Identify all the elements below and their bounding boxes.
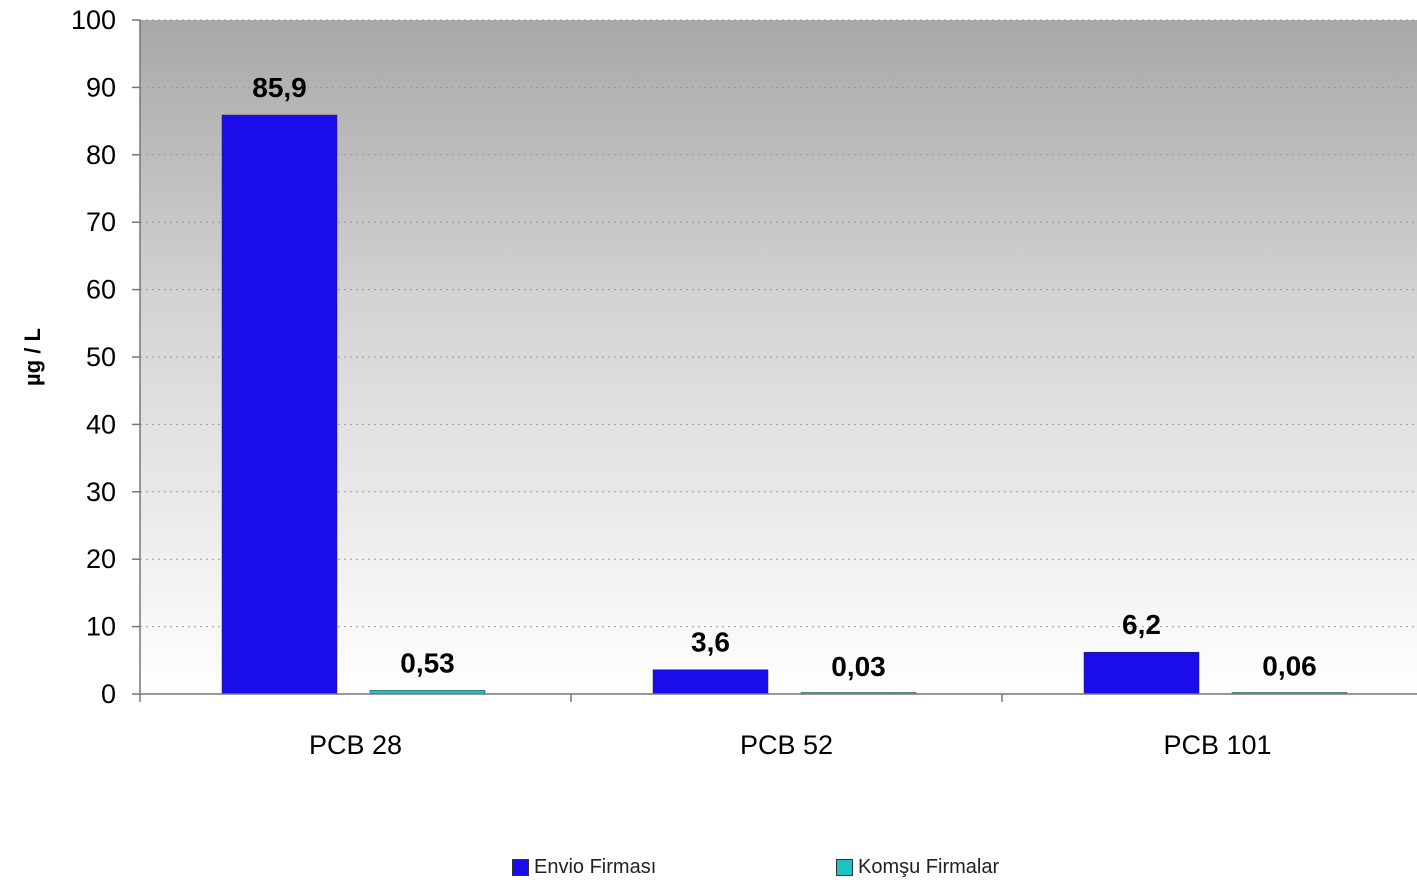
y-tick-label: 70 xyxy=(86,207,116,237)
y-tick-label: 10 xyxy=(86,612,116,642)
y-tick-label: 0 xyxy=(101,679,116,709)
data-label: 85,9 xyxy=(252,72,307,103)
y-tick-label: 100 xyxy=(71,5,116,35)
bars xyxy=(221,114,1348,695)
y-tick-label: 40 xyxy=(86,409,116,439)
y-tick-label: 50 xyxy=(86,342,116,372)
data-label: 6,2 xyxy=(1122,609,1161,640)
legend-swatch xyxy=(512,859,529,876)
legend-item-envio: Envio Firması xyxy=(512,856,656,879)
bar xyxy=(652,669,769,695)
legend-label: Komşu Firmalar xyxy=(858,856,1000,878)
y-tick-label: 20 xyxy=(86,544,116,574)
data-label: 0,03 xyxy=(831,651,886,682)
y-tick-label: 90 xyxy=(86,72,116,102)
y-tick-label: 30 xyxy=(86,477,116,507)
legend: Envio Firması Komşu Firmalar xyxy=(0,856,1417,882)
x-tick-label: PCB 52 xyxy=(740,730,833,760)
axes: 0 10 20 30 40 50 60 70 80 90 100 PCB 28 PCB 52 PCB 10… xyxy=(71,5,1417,760)
y-tick-label: 60 xyxy=(86,275,116,305)
data-label: 0,53 xyxy=(400,647,455,678)
legend-swatch xyxy=(836,859,853,876)
legend-item-komsu: Komşu Firmalar xyxy=(836,856,999,879)
x-tick-label: PCB 28 xyxy=(309,730,402,760)
data-label: 0,06 xyxy=(1262,651,1317,682)
plot-area xyxy=(140,20,1417,694)
data-label: 3,6 xyxy=(691,627,730,658)
data-labels: 85,9 0,53 3,6 0,03 6,2 0,06 xyxy=(252,72,1317,682)
x-tick-label: PCB 101 xyxy=(1163,730,1271,760)
legend-label: Envio Firması xyxy=(534,856,657,878)
bar xyxy=(1083,651,1200,695)
bar xyxy=(221,114,338,695)
y-tick-label: 80 xyxy=(86,140,116,170)
y-axis-label: µg / L xyxy=(20,328,45,386)
